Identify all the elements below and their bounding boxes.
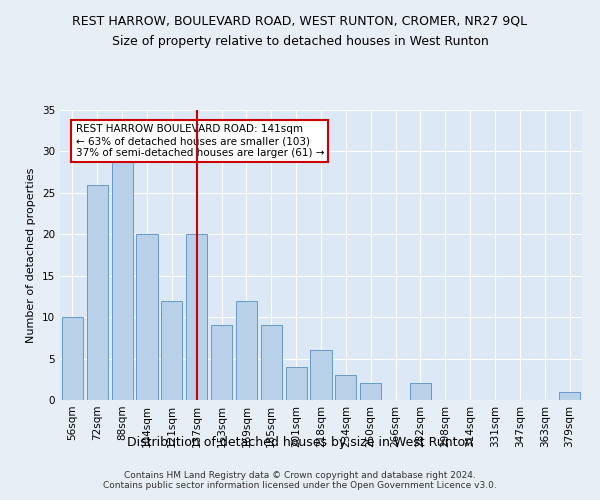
Bar <box>310 350 332 400</box>
Bar <box>161 300 182 400</box>
Bar <box>136 234 158 400</box>
Text: Size of property relative to detached houses in West Runton: Size of property relative to detached ho… <box>112 35 488 48</box>
Bar <box>360 384 381 400</box>
Bar <box>286 367 307 400</box>
Bar <box>335 375 356 400</box>
Bar <box>559 392 580 400</box>
Bar <box>261 326 282 400</box>
Text: Distribution of detached houses by size in West Runton: Distribution of detached houses by size … <box>127 436 473 449</box>
Bar <box>62 317 83 400</box>
Bar <box>410 384 431 400</box>
Bar <box>87 184 108 400</box>
Text: REST HARROW, BOULEVARD ROAD, WEST RUNTON, CROMER, NR27 9QL: REST HARROW, BOULEVARD ROAD, WEST RUNTON… <box>73 15 527 28</box>
Bar <box>186 234 207 400</box>
Bar <box>112 160 133 400</box>
Text: REST HARROW BOULEVARD ROAD: 141sqm
← 63% of detached houses are smaller (103)
37: REST HARROW BOULEVARD ROAD: 141sqm ← 63%… <box>76 124 324 158</box>
Bar <box>236 300 257 400</box>
Y-axis label: Number of detached properties: Number of detached properties <box>26 168 37 342</box>
Bar <box>211 326 232 400</box>
Text: Contains HM Land Registry data © Crown copyright and database right 2024.
Contai: Contains HM Land Registry data © Crown c… <box>103 470 497 490</box>
